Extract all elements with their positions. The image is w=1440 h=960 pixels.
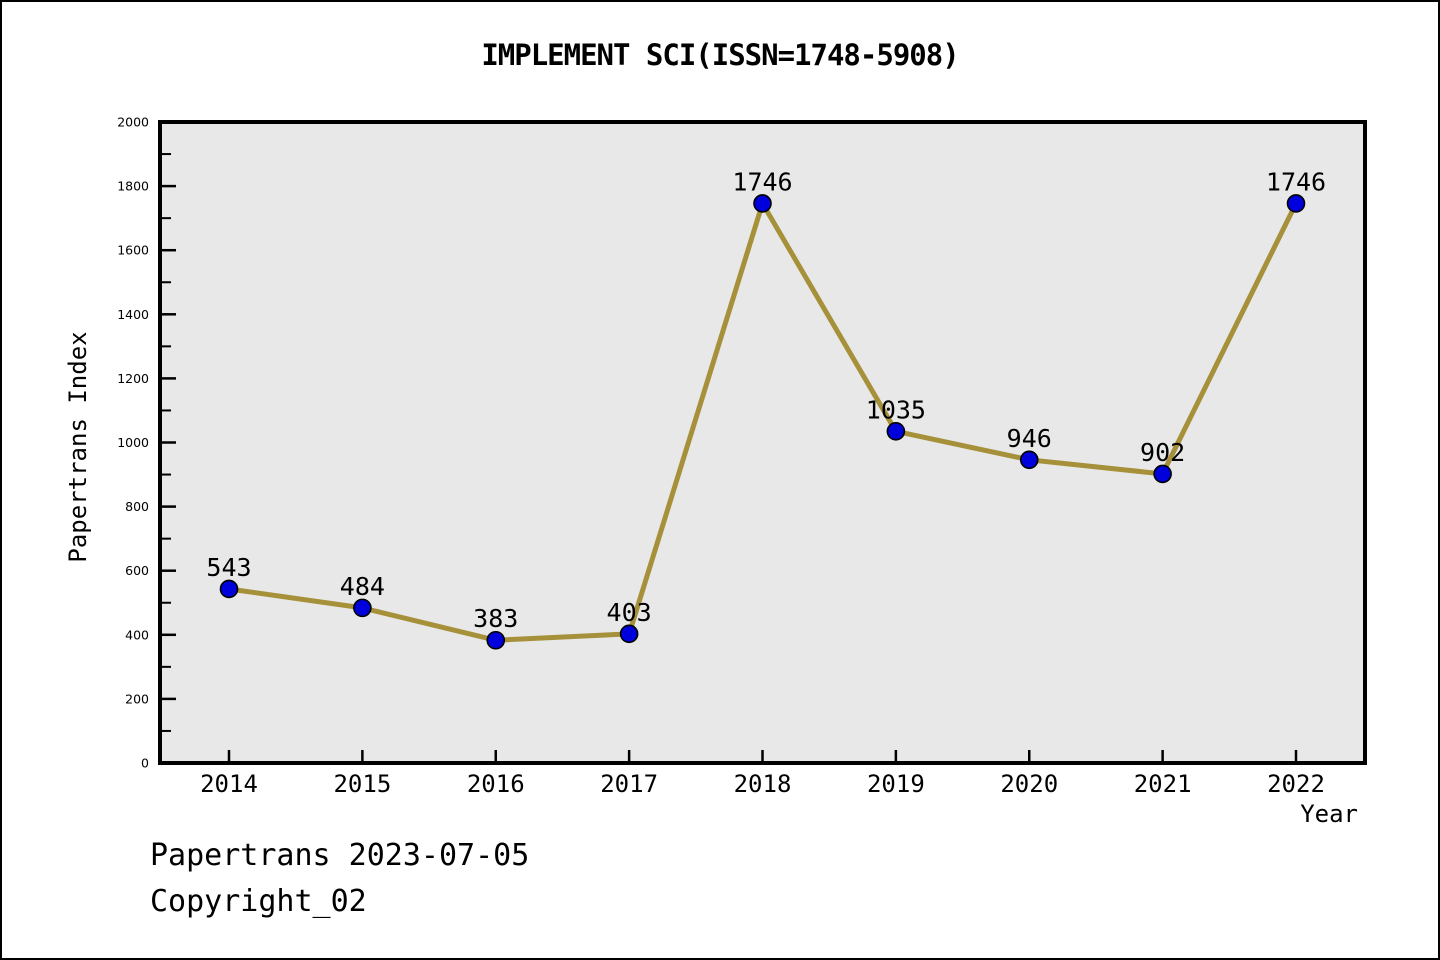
y-tick-label: 800 bbox=[125, 499, 149, 514]
footer-copyright: Copyright_02 bbox=[150, 884, 367, 919]
plot-frame bbox=[158, 120, 1367, 765]
data-point bbox=[619, 624, 639, 644]
data-point-label: 383 bbox=[473, 604, 518, 633]
data-point bbox=[353, 598, 372, 618]
y-tick-label: 600 bbox=[125, 563, 149, 578]
plot-background bbox=[160, 122, 1365, 763]
data-point-label: 403 bbox=[607, 598, 652, 627]
data-point-label: 1746 bbox=[732, 167, 792, 196]
data-point-label: 902 bbox=[1140, 438, 1185, 467]
data-point-label: 543 bbox=[206, 553, 251, 582]
data-point-label: 946 bbox=[1007, 424, 1052, 453]
x-tick-label: 2018 bbox=[734, 770, 792, 798]
y-tick-label: 200 bbox=[125, 691, 149, 706]
data-point-label: 1035 bbox=[866, 395, 926, 424]
y-tick-label: 1600 bbox=[117, 243, 149, 258]
x-tick-label: 2020 bbox=[1000, 770, 1058, 798]
y-tick-label: 1400 bbox=[117, 307, 149, 322]
data-point bbox=[753, 194, 772, 213]
x-axis-label: Year bbox=[1300, 800, 1358, 828]
data-point bbox=[486, 630, 506, 650]
data-point bbox=[1286, 194, 1306, 213]
data-point-label: 1746 bbox=[1266, 167, 1326, 196]
y-tick-label: 400 bbox=[125, 627, 149, 642]
x-tick-label: 2014 bbox=[200, 770, 258, 798]
x-tick-label: 2016 bbox=[467, 770, 525, 798]
data-point bbox=[1153, 464, 1172, 484]
footer-source-date: Papertrans 2023-07-05 bbox=[150, 838, 530, 873]
x-tick-label: 2017 bbox=[600, 770, 658, 798]
x-tick-label: 2019 bbox=[867, 770, 925, 798]
data-point bbox=[219, 579, 239, 599]
data-point bbox=[1019, 450, 1039, 470]
y-tick-label: 1200 bbox=[117, 371, 149, 386]
y-tick-label: 1000 bbox=[117, 435, 149, 450]
data-point-label: 484 bbox=[340, 572, 385, 601]
y-tick-label: 1800 bbox=[117, 179, 149, 194]
x-tick-label: 2015 bbox=[333, 770, 391, 798]
chart-title: IMPLEMENT SCI(ISSN=1748-5908) bbox=[481, 38, 959, 72]
x-tick-label: 2022 bbox=[1267, 770, 1325, 798]
x-tick-label: 2021 bbox=[1134, 770, 1192, 798]
data-point bbox=[886, 421, 906, 441]
y-tick-label: 0 bbox=[141, 756, 149, 771]
y-tick-label: 2000 bbox=[117, 115, 149, 130]
